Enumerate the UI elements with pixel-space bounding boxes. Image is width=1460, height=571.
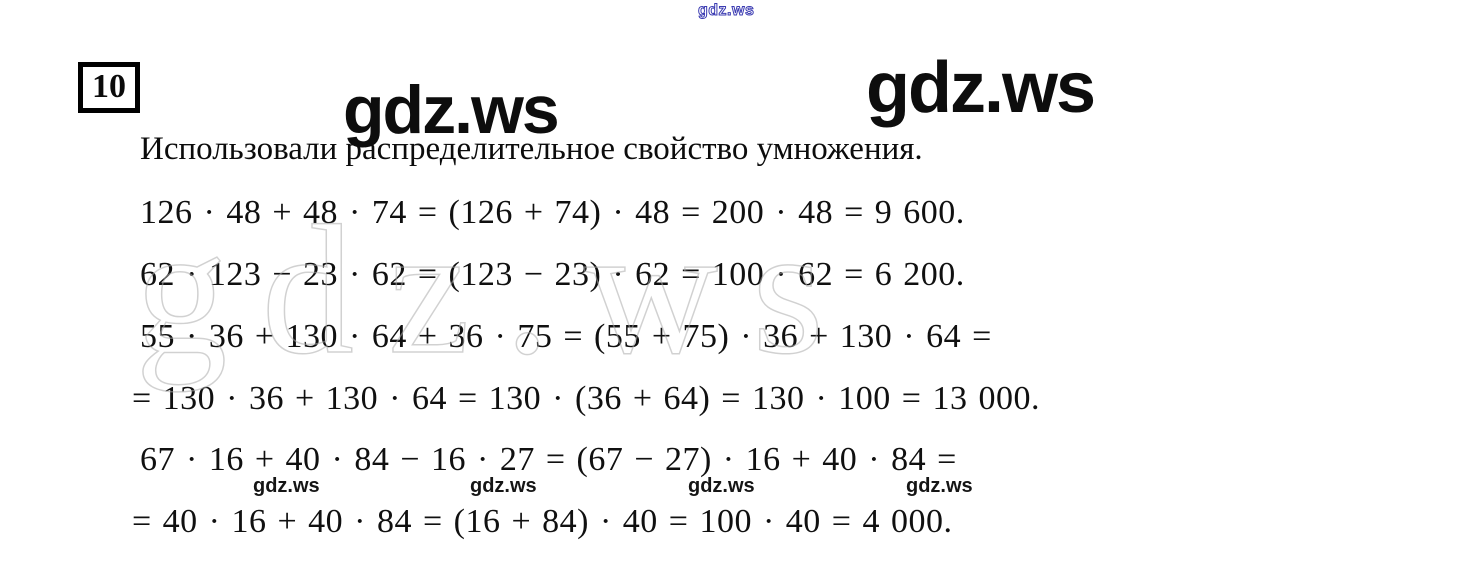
- problem-number: 10: [92, 68, 126, 105]
- solution-line-6: = 40 · 16 + 40 · 84 = (16 + 84) · 40 = 1…: [132, 503, 953, 540]
- watermark-bottom-4: gdz.ws: [906, 475, 973, 497]
- watermark-large-right: gdz.ws: [866, 48, 1096, 128]
- watermark-bottom-1: gdz.ws: [253, 475, 320, 497]
- watermark-bottom-2: gdz.ws: [470, 475, 537, 497]
- watermark-bottom-3: gdz.ws: [688, 475, 755, 497]
- solution-line-4: = 130 · 36 + 130 · 64 = 130 · (36 + 64) …: [132, 380, 1040, 417]
- watermark-top-small: gdz.ws: [697, 2, 755, 20]
- solution-line-2: 62 · 123 − 23 · 62 = (123 − 23) · 62 = 1…: [140, 256, 965, 293]
- problem-number-box: 10: [78, 62, 140, 114]
- watermark-large-left: gdz.ws: [343, 72, 560, 148]
- solution-line-5: 67 · 16 + 40 · 84 − 16 · 27 = (67 − 27) …: [140, 441, 957, 478]
- statement-text: Использовали распределительное свойство …: [140, 131, 923, 167]
- solution-line-1: 126 · 48 + 48 · 74 = (126 + 74) · 48 = 2…: [140, 194, 965, 231]
- solution-line-3: 55 · 36 + 130 · 64 + 36 · 75 = (55 + 75)…: [140, 318, 992, 355]
